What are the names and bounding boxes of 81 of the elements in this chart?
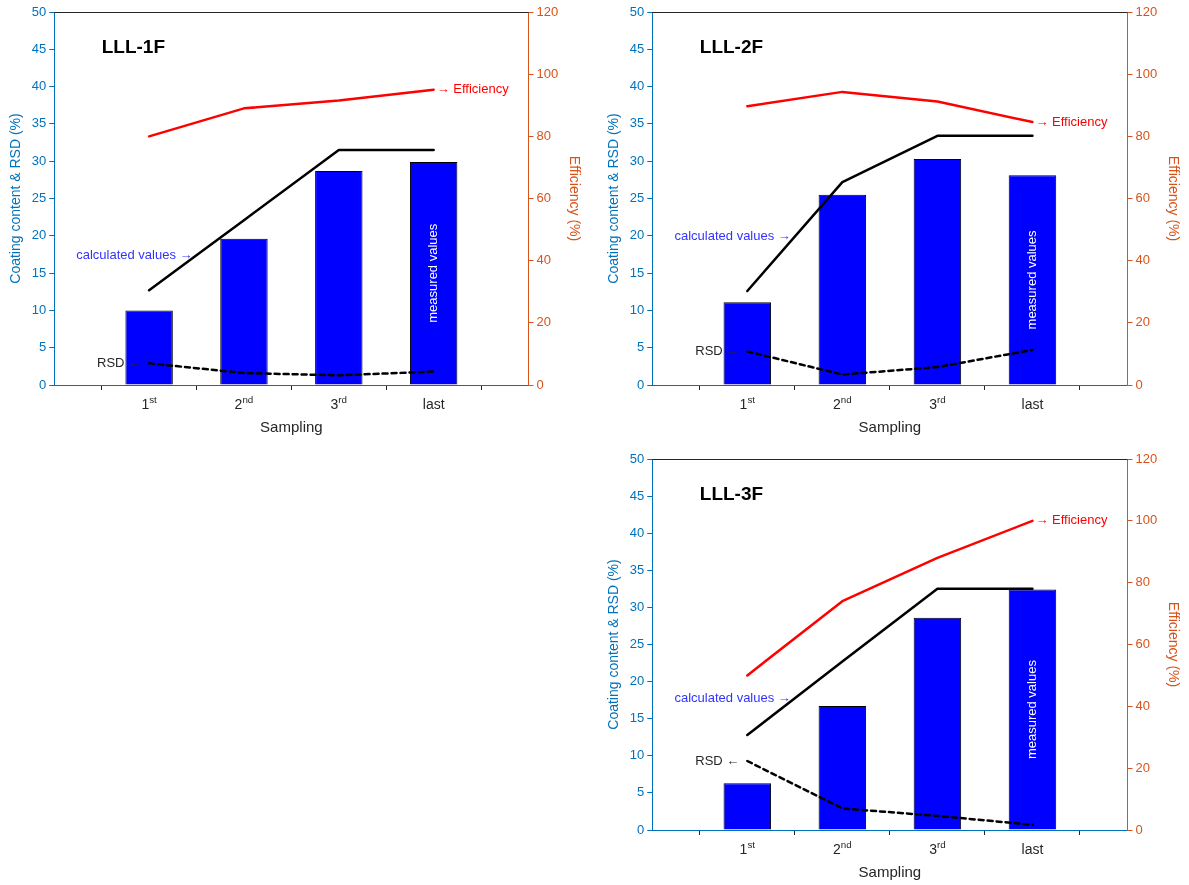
series-label: calculated values → [674, 228, 791, 244]
y2-axis-title: Efficiency (%) [1165, 601, 1182, 688]
y-tick-label: 10 [31, 301, 47, 317]
text: LLL-1F [101, 36, 166, 58]
y2-tick-label: 40 [1135, 252, 1150, 268]
y-tick-label: 50 [31, 3, 47, 19]
y2-tick-label: 100 [1135, 512, 1158, 528]
y2-tick-label: 80 [536, 127, 551, 143]
series-label: calculated values → [76, 246, 193, 262]
series-label: RSD ← [695, 752, 740, 768]
series-label: calculated values → [674, 689, 791, 705]
y2-axis-title: Efficiency (%) [1165, 155, 1182, 242]
y-tick-label: 10 [629, 747, 645, 763]
y-tick-label: 35 [629, 561, 645, 577]
y2-tick-label: 80 [1135, 574, 1150, 590]
series-label: RSD ← [97, 354, 142, 370]
y-tick-label: 45 [629, 487, 645, 503]
y2-tick-label: 40 [1135, 697, 1150, 713]
y-tick-label: 40 [629, 524, 645, 540]
x-axis-title: Sampling [858, 863, 922, 880]
y2-tick-label: 100 [1135, 65, 1158, 81]
y-tick-label: 10 [629, 301, 645, 317]
y-tick-label: 45 [31, 40, 47, 56]
y-tick-label: 50 [629, 3, 645, 19]
text: LLL-2F [699, 36, 764, 58]
series-label: → Efficiency [1035, 512, 1108, 528]
y-tick-label: 40 [31, 78, 47, 94]
y-tick-label: 20 [629, 673, 645, 689]
y2-tick-label: 40 [536, 252, 551, 268]
y-tick-label: 5 [39, 339, 47, 355]
series-label: → Efficiency [1035, 113, 1108, 129]
y-axis-title: Coating content & RSD (%) [605, 559, 622, 730]
y-tick-label: 30 [31, 152, 47, 168]
y-tick-label: 5 [637, 784, 645, 800]
y2-tick-label: 0 [1135, 376, 1143, 392]
y2-tick-label: 60 [1135, 190, 1150, 206]
y2-tick-label: 20 [1135, 759, 1150, 775]
y-tick-label: 35 [629, 115, 645, 131]
series-label: → Efficiency [436, 81, 510, 97]
y-tick-label: 15 [629, 710, 645, 726]
y-tick-label: 5 [637, 339, 645, 355]
y2-axis-title: Efficiency (%) [566, 155, 583, 242]
x-tick-label: last [422, 396, 445, 412]
x-tick-label: last [1021, 396, 1044, 412]
y-tick-label: 25 [629, 190, 645, 206]
series-label: measured values [425, 223, 441, 323]
y-tick-label: 50 [629, 450, 645, 466]
y2-tick-label: 120 [1135, 450, 1158, 466]
y2-tick-label: 60 [1135, 636, 1150, 652]
series-label: measured values [1024, 229, 1040, 330]
y2-tick-label: 20 [1135, 314, 1150, 330]
y-tick-label: 30 [629, 152, 645, 168]
y-tick-label: 25 [629, 636, 645, 652]
y2-tick-label: 0 [536, 376, 544, 392]
y2-tick-label: 80 [1135, 127, 1150, 143]
y2-tick-label: 60 [536, 190, 551, 206]
series-label: measured values [1024, 659, 1040, 760]
y-tick-label: 0 [39, 376, 47, 392]
y-tick-label: 35 [31, 115, 47, 131]
y-tick-label: 40 [629, 78, 645, 94]
y-axis-title: Coating content & RSD (%) [7, 113, 24, 284]
y2-tick-label: 120 [1135, 3, 1158, 19]
series-label: RSD ← [695, 343, 740, 359]
x-axis-title: Sampling [260, 418, 323, 435]
y2-tick-label: 120 [536, 3, 559, 19]
y2-tick-label: 0 [1135, 821, 1143, 837]
y-tick-label: 15 [31, 264, 47, 280]
y-tick-label: 20 [31, 227, 47, 243]
y2-tick-label: 20 [536, 314, 551, 330]
y-axis-title: Coating content & RSD (%) [605, 113, 622, 284]
y-tick-label: 20 [629, 227, 645, 243]
x-axis-title: Sampling [858, 418, 922, 435]
y-tick-label: 0 [637, 821, 645, 837]
y-tick-label: 30 [629, 598, 645, 614]
y-tick-label: 25 [31, 190, 47, 206]
y-tick-label: 0 [637, 376, 645, 392]
text: LLL-3F [699, 483, 764, 505]
y-tick-label: 15 [629, 264, 645, 280]
y-tick-label: 45 [629, 40, 645, 56]
x-tick-label: last [1021, 841, 1044, 857]
y2-tick-label: 100 [536, 65, 559, 81]
